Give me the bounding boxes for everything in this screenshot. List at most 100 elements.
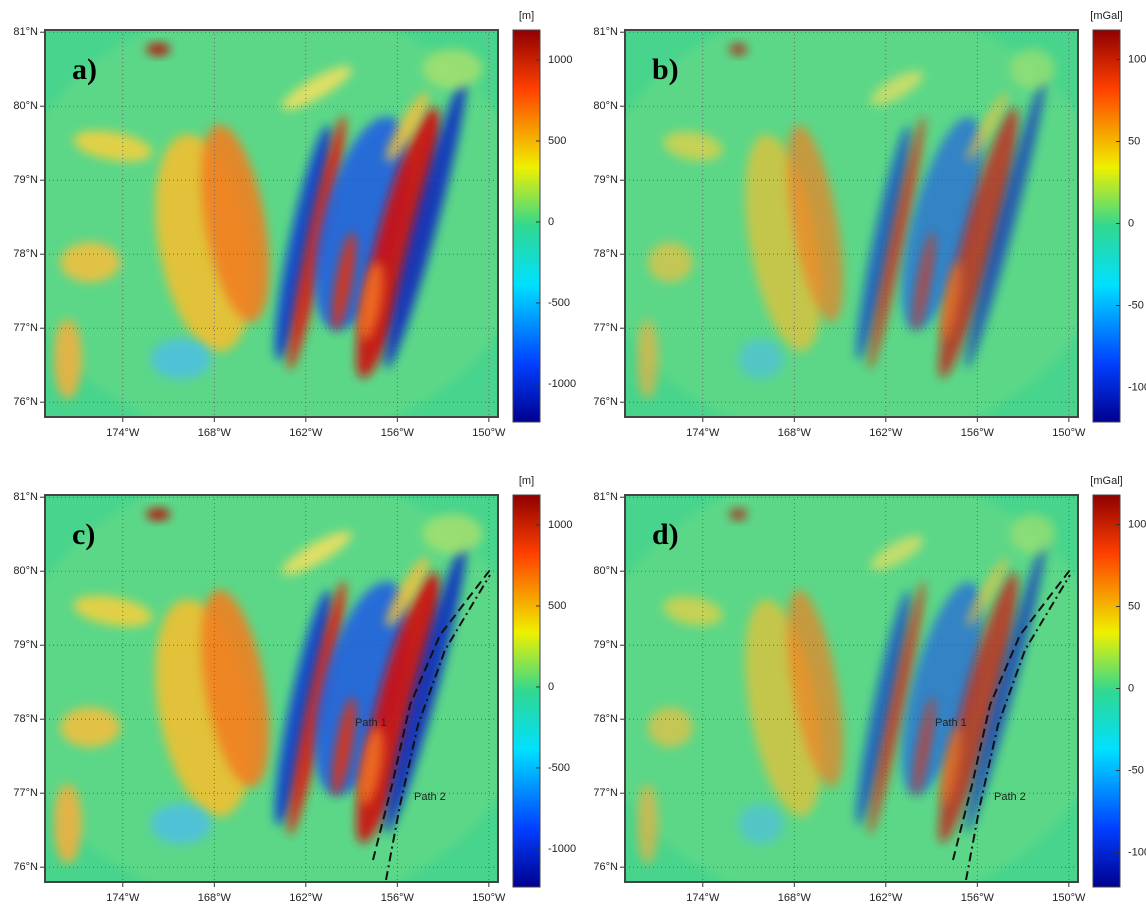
x-tick-label: 162°W xyxy=(289,892,323,904)
annotation: Path 1 xyxy=(355,717,387,729)
field-feature xyxy=(966,91,1009,162)
field-feature xyxy=(200,124,270,323)
field-feature xyxy=(53,318,82,399)
colorbar-label: [m] xyxy=(519,10,534,22)
field xyxy=(45,495,498,882)
field-feature xyxy=(359,261,384,341)
x-tick-label: 162°W xyxy=(869,427,903,439)
field-feature xyxy=(386,556,429,627)
colorbar-label: [mGal] xyxy=(1090,10,1122,22)
field-feature xyxy=(738,803,784,844)
colorbar-tick-label: -50 xyxy=(1128,764,1144,776)
field-feature xyxy=(385,543,467,834)
frame xyxy=(44,29,499,418)
field-feature xyxy=(868,580,925,836)
colorbar-tick-label: 1000 xyxy=(548,54,572,66)
colorbar xyxy=(512,29,541,423)
colorbar-tick-label: -500 xyxy=(548,297,570,309)
field-feature xyxy=(274,125,332,361)
colorbar-tick-label: 100 xyxy=(1128,53,1146,65)
panel-label: c) xyxy=(72,518,95,551)
y-tick-label: 80°N xyxy=(593,565,618,577)
field-feature xyxy=(73,595,153,627)
path-line xyxy=(965,574,1071,881)
y-tick-label: 81°N xyxy=(13,26,38,38)
field-feature xyxy=(870,70,924,106)
frame xyxy=(624,494,1079,883)
colorbar-label: [m] xyxy=(519,475,534,487)
field-feature xyxy=(1010,513,1056,554)
field-feature xyxy=(966,556,1009,627)
annotation: Path 2 xyxy=(414,791,446,803)
colorbar-tick-label: -1000 xyxy=(548,378,576,390)
field-feature xyxy=(647,242,693,283)
frame xyxy=(624,29,1079,418)
x-tick-label: 162°W xyxy=(869,892,903,904)
x-tick-label: 156°W xyxy=(381,427,415,439)
field-feature xyxy=(200,589,270,788)
field xyxy=(625,30,1078,417)
annotation: Path 1 xyxy=(935,717,967,729)
colorbar-tick-label: 500 xyxy=(548,600,566,612)
x-tick-label: 150°W xyxy=(1052,892,1086,904)
field-feature xyxy=(53,783,82,864)
field-feature xyxy=(385,78,467,369)
x-tick-label: 174°W xyxy=(686,892,720,904)
x-tick-label: 156°W xyxy=(381,892,415,904)
y-tick-label: 77°N xyxy=(593,322,618,334)
path-line xyxy=(372,569,491,861)
colorbar-tick-label: -100 xyxy=(1128,846,1146,858)
panel-label: b) xyxy=(652,53,679,86)
y-tick-label: 76°N xyxy=(593,396,618,408)
y-tick-label: 77°N xyxy=(13,787,38,799)
y-tick-label: 81°N xyxy=(593,491,618,503)
field-feature xyxy=(941,261,962,341)
colorbar xyxy=(512,494,541,888)
field-feature xyxy=(332,232,356,331)
field-feature xyxy=(913,697,935,796)
field-feature xyxy=(281,66,352,110)
field-feature xyxy=(150,338,211,379)
y-tick-label: 77°N xyxy=(13,322,38,334)
field-feature xyxy=(738,338,784,379)
x-tick-label: 156°W xyxy=(961,427,995,439)
panel-label: d) xyxy=(652,518,679,551)
colorbar-tick-label: 0 xyxy=(1128,682,1134,694)
x-tick-label: 168°W xyxy=(778,427,812,439)
y-tick-label: 76°N xyxy=(13,396,38,408)
field-feature xyxy=(663,131,723,161)
x-tick-label: 174°W xyxy=(106,892,140,904)
y-tick-label: 76°N xyxy=(593,861,618,873)
y-tick-label: 79°N xyxy=(593,174,618,186)
field-feature xyxy=(288,115,346,371)
annotation: Path 2 xyxy=(994,791,1026,803)
field-feature xyxy=(941,726,962,806)
field-feature xyxy=(146,508,171,521)
field-feature xyxy=(870,535,924,571)
field-feature xyxy=(386,91,429,162)
field-feature xyxy=(856,125,911,361)
y-tick-label: 80°N xyxy=(13,100,38,112)
field-feature xyxy=(60,242,121,283)
colorbar-tick-label: 0 xyxy=(548,681,554,693)
x-tick-label: 150°W xyxy=(1052,427,1086,439)
y-tick-label: 77°N xyxy=(593,787,618,799)
y-tick-label: 81°N xyxy=(13,491,38,503)
field-feature xyxy=(60,707,121,748)
field-feature xyxy=(913,232,935,331)
path-line xyxy=(385,574,491,881)
x-tick-label: 162°W xyxy=(289,427,323,439)
field-feature xyxy=(359,726,384,806)
frame xyxy=(44,494,499,883)
y-tick-label: 76°N xyxy=(13,861,38,873)
field-feature xyxy=(938,107,1018,379)
y-tick-label: 80°N xyxy=(593,100,618,112)
colorbar-tick-label: 0 xyxy=(1128,217,1134,229)
y-tick-label: 78°N xyxy=(593,713,618,725)
field-feature xyxy=(868,115,925,371)
field-feature xyxy=(965,78,1046,369)
colorbar-tick-label: -1000 xyxy=(548,843,576,855)
colorbar-tick-label: -500 xyxy=(548,762,570,774)
